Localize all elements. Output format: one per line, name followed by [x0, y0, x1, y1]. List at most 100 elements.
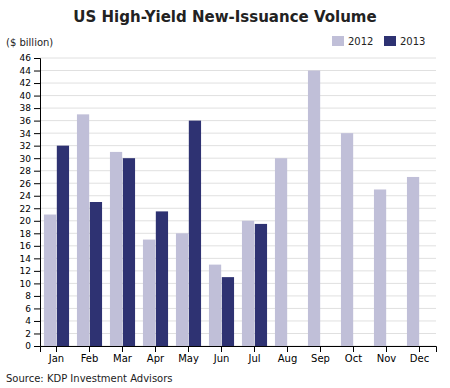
y-tick: 18	[20, 229, 40, 239]
y-tick-label: 12	[20, 266, 31, 276]
y-tick-label: 44	[20, 66, 32, 76]
grid	[40, 58, 436, 346]
y-tick: 28	[20, 166, 40, 176]
y-tick: 34	[20, 129, 40, 139]
y-tick: 38	[20, 103, 40, 113]
grid-line	[40, 108, 436, 109]
bar	[255, 224, 267, 346]
y-tick-label: 22	[20, 204, 31, 214]
bar	[308, 71, 320, 346]
y-tick: 46	[20, 53, 40, 63]
y-tick-mark	[34, 333, 40, 334]
x-tick-label: May	[178, 353, 199, 364]
x-tick-mark	[254, 346, 255, 352]
y-tick-label: 16	[20, 241, 32, 251]
grid-line	[40, 158, 436, 159]
y-tick: 44	[20, 66, 40, 76]
y-tick-mark	[34, 283, 40, 284]
y-tick: 20	[20, 216, 40, 226]
y-tick-mark	[34, 146, 40, 147]
x-axis: JanFebMarAprMayJunJulAugSepOctNovDec	[41, 346, 437, 364]
x-tick: Sep	[311, 346, 330, 364]
y-tick-mark	[34, 271, 40, 272]
bar	[110, 152, 122, 346]
y-tick-mark	[34, 183, 40, 184]
y-tick-label: 38	[20, 103, 32, 113]
y-axis-label: ($ billion)	[6, 37, 53, 48]
y-axis: 0246810121416182022242628303234363840424…	[20, 53, 41, 351]
y-tick-label: 14	[20, 254, 32, 264]
y-tick-label: 8	[25, 291, 31, 301]
y-tick-label: 46	[20, 53, 32, 63]
y-tick-mark	[34, 58, 40, 59]
x-tick-label: Feb	[81, 353, 99, 364]
bar	[242, 221, 254, 346]
title: US High-Yield New-Issuance Volume	[73, 8, 376, 26]
x-tick-mark	[56, 346, 57, 352]
legend-swatch	[384, 36, 396, 46]
x-tick: Dec	[410, 346, 429, 364]
grid-line	[40, 58, 436, 59]
y-tick: 32	[20, 141, 40, 151]
bar	[209, 265, 221, 346]
x-tick-mark	[353, 346, 354, 352]
y-tick-label: 42	[20, 78, 31, 88]
x-tick: Nov	[377, 346, 397, 364]
y-tick: 24	[20, 191, 40, 201]
grid-line	[40, 83, 436, 84]
x-tick-label: Mar	[113, 353, 133, 364]
y-tick-mark	[34, 346, 40, 347]
x-tick-mark	[155, 346, 156, 352]
legend: 2012 2013	[332, 36, 425, 47]
y-tick-mark	[34, 121, 40, 122]
y-tick: 40	[20, 91, 40, 101]
x-tick-mark	[122, 346, 123, 352]
x-tick-mark	[419, 346, 420, 352]
bar	[222, 277, 234, 346]
y-axis-line	[34, 59, 41, 347]
x-tick-mark	[89, 346, 90, 352]
y-tick-mark	[34, 296, 40, 297]
y-tick-mark	[34, 308, 40, 309]
x-tick-mark	[320, 346, 321, 352]
y-tick: 16	[20, 241, 40, 251]
y-tick-mark	[34, 133, 40, 134]
x-tick: Mar	[113, 346, 133, 364]
y-tick: 36	[20, 116, 40, 126]
x-tick: Jul	[247, 346, 260, 364]
y-tick-label: 6	[25, 304, 31, 314]
grid-line	[40, 183, 436, 184]
x-tick: May	[178, 346, 199, 364]
x-tick-label: Dec	[410, 353, 429, 364]
y-tick-mark	[34, 83, 40, 84]
x-tick-mark	[287, 346, 288, 352]
legend-item: 2012	[332, 36, 373, 47]
y-tick-label: 20	[20, 216, 32, 226]
x-axis-line	[41, 347, 437, 353]
legend-label: 2012	[348, 36, 373, 47]
y-tick: 42	[20, 78, 40, 88]
x-tick-label: Jan	[48, 353, 64, 364]
y-tick-label: 32	[20, 141, 31, 151]
y-tick: 30	[20, 154, 40, 164]
grid-line	[40, 133, 436, 134]
bar	[176, 233, 188, 346]
grid-line	[40, 120, 436, 121]
bar	[44, 215, 56, 346]
chart: US High-Yield New-Issuance Volume0246810…	[0, 0, 450, 388]
x-tick: Jun	[213, 346, 230, 364]
y-tick-mark	[34, 321, 40, 322]
bar	[275, 158, 287, 346]
bar	[123, 158, 135, 346]
y-tick-label: 2	[25, 329, 31, 339]
bar	[143, 240, 155, 346]
bar	[341, 133, 353, 346]
y-tick: 2	[25, 329, 40, 339]
y-tick-mark	[34, 258, 40, 259]
y-tick: 12	[20, 266, 40, 276]
x-tick: Aug	[278, 346, 298, 364]
y-tick-label: 4	[25, 316, 31, 326]
bar	[407, 177, 419, 346]
y-tick-mark	[34, 208, 40, 209]
legend-label: 2013	[400, 36, 425, 47]
